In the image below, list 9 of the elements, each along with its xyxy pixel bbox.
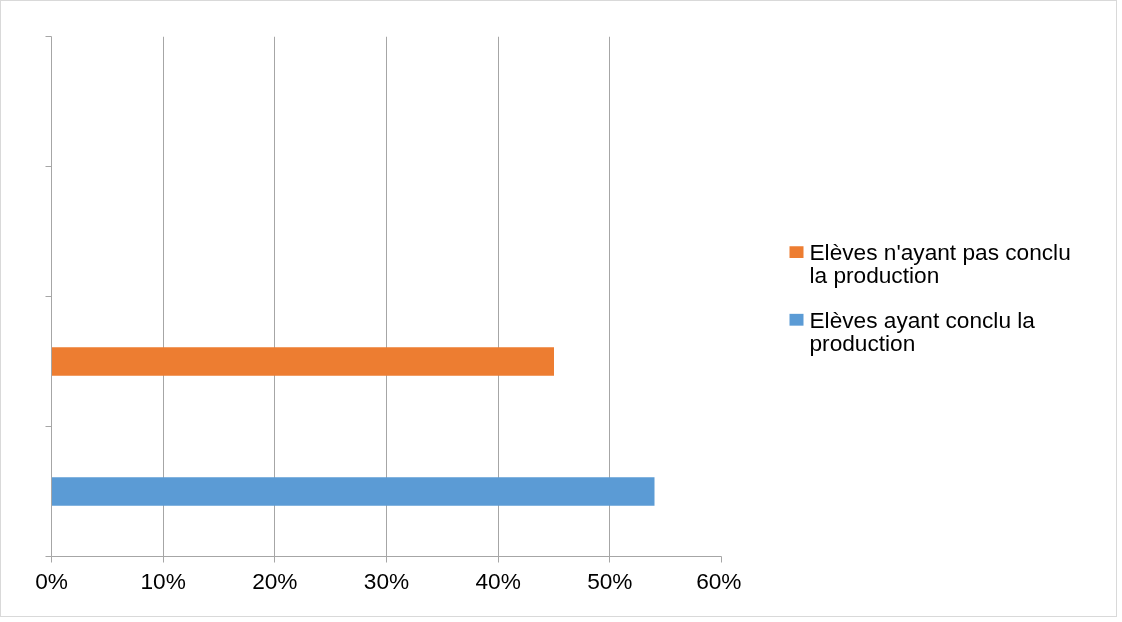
x-tick-label: 60% bbox=[696, 567, 742, 594]
x-tick-label: 20% bbox=[252, 567, 298, 594]
x-tick-label: 10% bbox=[140, 567, 186, 594]
x-tick-label: 50% bbox=[587, 567, 633, 594]
x-tick-label: 40% bbox=[475, 567, 521, 594]
x-tick-label: 0% bbox=[35, 567, 68, 594]
legend-label: Elèves ayant conclu la production bbox=[809, 306, 1036, 356]
legend-label: Elèves n'ayant pas conclu la production bbox=[809, 239, 1071, 288]
x-tick-label: 30% bbox=[363, 567, 410, 594]
